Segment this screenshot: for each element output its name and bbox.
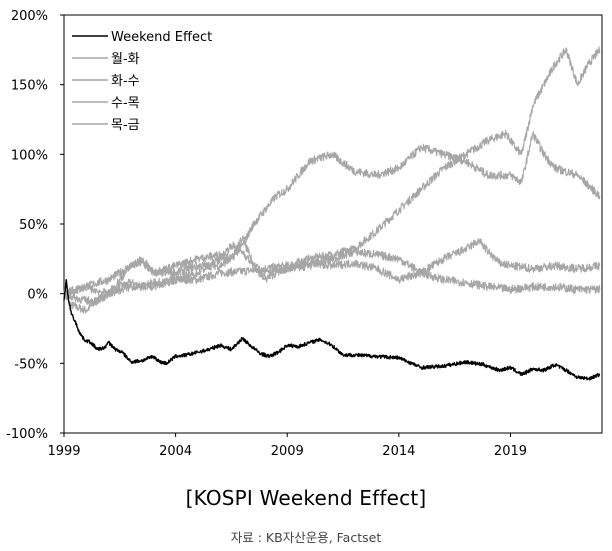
x-tick-label: 2014 xyxy=(382,444,415,459)
y-tick-label: -100% xyxy=(6,427,48,442)
x-tick-label: 2009 xyxy=(271,444,304,459)
y-tick-label: 200% xyxy=(11,9,48,24)
chart: -100% -50% 0% 50% 100% 150% 200% 1999 2004 2009 20… xyxy=(6,9,603,459)
x-tick-label: 1999 xyxy=(47,444,80,459)
y-tick-label: 0% xyxy=(27,288,48,303)
series-layer xyxy=(63,46,601,381)
x-tick-label: 2019 xyxy=(494,444,527,459)
x-tick-label: 2004 xyxy=(159,444,192,459)
legend-label-5: 목-금 xyxy=(111,118,140,133)
plot-area xyxy=(63,14,603,434)
series-line-1 xyxy=(63,279,601,381)
chart-title: [KOSPI Weekend Effect] xyxy=(185,486,427,510)
legend: Weekend Effect 월-화화-수수-목목-금 xyxy=(72,30,212,133)
chart-source: 자료 : KB자산운용, Factset xyxy=(230,530,382,545)
y-tick-label: 50% xyxy=(19,218,48,233)
y-tick-label: 150% xyxy=(11,79,48,94)
y-tick-label: 100% xyxy=(11,148,48,163)
axis-layer: -100% -50% 0% 50% 100% 150% 200% 1999 2004 2009 20… xyxy=(6,9,527,459)
series-line-5 xyxy=(63,238,601,298)
y-tick-label: -50% xyxy=(14,357,48,372)
series-line-4 xyxy=(63,235,601,306)
legend-label-2: 월-화 xyxy=(111,52,140,67)
legend-label-3: 화-수 xyxy=(111,74,140,89)
legend-label-1: Weekend Effect xyxy=(111,30,212,45)
legend-label-4: 수-목 xyxy=(111,96,140,111)
